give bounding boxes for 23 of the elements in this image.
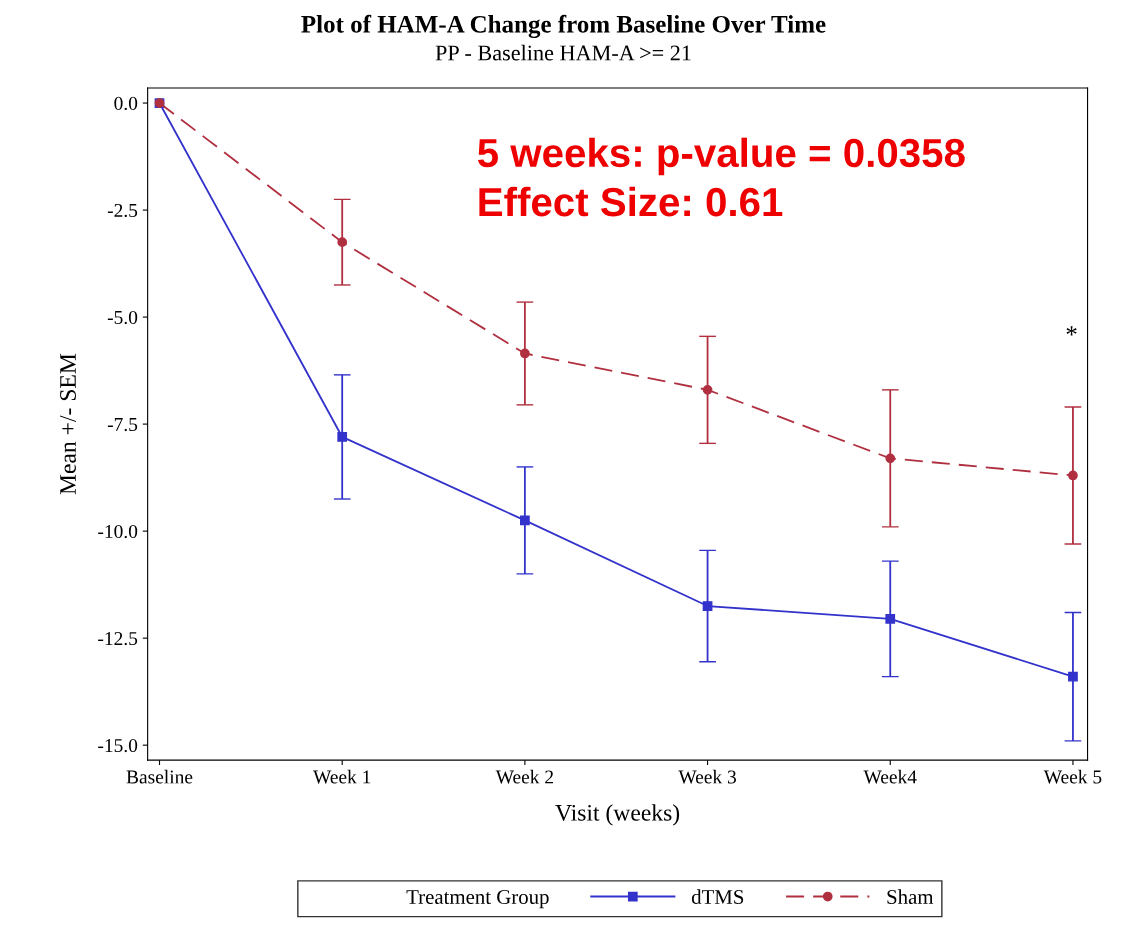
y-tick-label: -10.0 (98, 524, 138, 539)
y-axis-title: Mean +/- SEM (60, 353, 76, 495)
x-tick-label: Week 5 (1043, 769, 1102, 784)
x-tick-label: Week 1 (313, 769, 371, 784)
x-tick-label: Week4 (863, 769, 917, 784)
chart-title: Plot of HAM-A Change from Baseline Over Time (301, 14, 826, 38)
annotation: * (1066, 326, 1077, 336)
legend-label: dTMS (691, 889, 744, 905)
annotation: Effect Size: 0.61 (479, 186, 783, 217)
x-tick-label: Week 2 (495, 769, 553, 784)
annotation: 5 weeks: p-value = 0.0358 (477, 137, 965, 176)
x-tick-label: Baseline (126, 769, 193, 784)
y-tick-label: -5.0 (107, 310, 138, 325)
y-tick-label: -12.5 (98, 632, 138, 646)
chart-subtitle: PP - Baseline HAM-A >= 21 (435, 44, 691, 61)
x-axis-title: Visit (weeks) (555, 804, 680, 826)
x-tick-label: Week 3 (678, 769, 736, 784)
y-tick-label: -15.0 (98, 738, 138, 753)
y-tick-label: -2.5 (107, 203, 138, 218)
y-tick-label: 0.0 (114, 96, 138, 111)
y-tick-label: -7.5 (107, 418, 138, 432)
legend-title: Treatment Group (406, 890, 549, 909)
legend-label: Sham (887, 889, 934, 905)
